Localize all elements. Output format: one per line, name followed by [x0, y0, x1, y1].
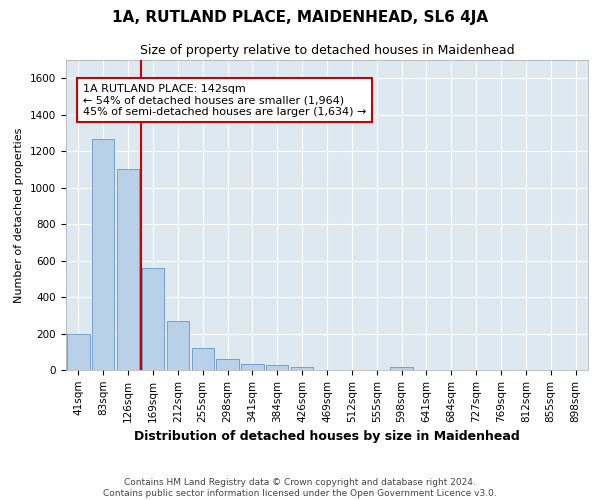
Text: 1A RUTLAND PLACE: 142sqm
← 54% of detached houses are smaller (1,964)
45% of sem: 1A RUTLAND PLACE: 142sqm ← 54% of detach… — [83, 84, 366, 117]
Bar — [241, 364, 263, 370]
Bar — [117, 170, 139, 370]
Text: Contains HM Land Registry data © Crown copyright and database right 2024.
Contai: Contains HM Land Registry data © Crown c… — [103, 478, 497, 498]
Bar — [266, 366, 289, 370]
Y-axis label: Number of detached properties: Number of detached properties — [14, 128, 25, 302]
Bar — [92, 140, 115, 370]
Text: 1A, RUTLAND PLACE, MAIDENHEAD, SL6 4JA: 1A, RUTLAND PLACE, MAIDENHEAD, SL6 4JA — [112, 10, 488, 25]
Bar — [191, 348, 214, 370]
Bar — [291, 368, 313, 370]
Bar — [217, 359, 239, 370]
Title: Size of property relative to detached houses in Maidenhead: Size of property relative to detached ho… — [140, 44, 514, 58]
X-axis label: Distribution of detached houses by size in Maidenhead: Distribution of detached houses by size … — [134, 430, 520, 443]
Bar — [67, 334, 89, 370]
Bar — [391, 368, 413, 370]
Bar — [167, 321, 189, 370]
Bar — [142, 268, 164, 370]
